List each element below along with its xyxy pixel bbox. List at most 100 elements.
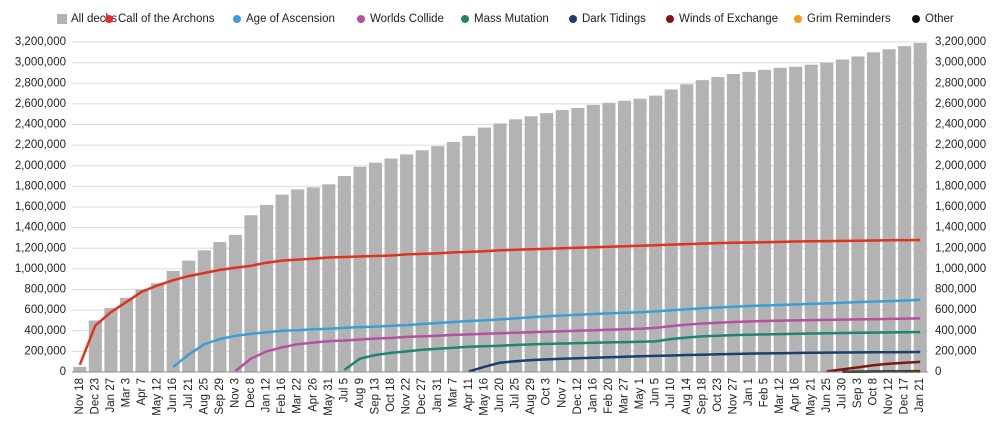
y-tick-label: 1,600,000 <box>15 201 66 213</box>
y2-tick-label: 0 <box>935 366 941 378</box>
bar <box>431 146 445 372</box>
legend-label: All decks <box>71 13 117 25</box>
x-tick-label: May 12 <box>152 378 164 416</box>
x-tick-label: Dec 27 <box>416 378 428 414</box>
x-tick-label: Jan 27 <box>105 378 117 413</box>
y-tick-label: 2,400,000 <box>15 119 66 131</box>
legend-label: Other <box>925 13 954 25</box>
x-tick-label: Jul 5 <box>338 378 350 402</box>
bar <box>73 366 87 372</box>
x-tick-label: May 21 <box>805 378 817 416</box>
bar <box>898 46 912 372</box>
legend-label: Worlds Collide <box>370 13 444 25</box>
x-tick-label: May 16 <box>478 378 490 416</box>
legend-label: Mass Mutation <box>474 13 549 25</box>
y2-tick-label: 1,200,000 <box>935 242 986 254</box>
bar <box>368 162 383 372</box>
x-tick-label: Apr 26 <box>307 378 319 412</box>
legend-marker <box>357 15 365 23</box>
bar <box>742 71 756 372</box>
bar <box>462 135 476 372</box>
bar <box>151 283 165 372</box>
bar <box>119 297 134 372</box>
x-tick-label: Dec 12 <box>572 378 584 414</box>
y-tick-label: 200,000 <box>24 345 66 357</box>
x-tick-label: Dec 17 <box>899 378 911 414</box>
line <box>343 330 921 371</box>
x-tick-label: Sep 29 <box>214 378 226 414</box>
bar <box>664 89 678 372</box>
line <box>234 317 921 372</box>
bar <box>493 123 507 372</box>
legend-marker <box>912 15 920 23</box>
x-tick-label: Mar 7 <box>447 378 459 407</box>
line <box>468 350 921 373</box>
y-tick-label: 2,000,000 <box>15 160 66 172</box>
x-tick-label: Apr 16 <box>790 378 802 412</box>
bar <box>384 158 398 372</box>
x-tick-label: Jul 25 <box>510 378 522 409</box>
line <box>826 360 921 373</box>
x-tick-label: Jul 30 <box>836 378 848 409</box>
legend-label: Dark Tidings <box>582 13 646 25</box>
x-tick-label: Oct 8 <box>868 378 880 405</box>
x-tick-label: Mar 3 <box>121 378 133 407</box>
bar <box>509 119 523 372</box>
y-tick-label: 1,200,000 <box>15 242 66 254</box>
x-tick-label: Sep 13 <box>370 378 382 414</box>
bar <box>913 43 927 372</box>
x-tick-label: Jun 5 <box>650 378 662 406</box>
y-tick-label: 1,000,000 <box>15 263 66 275</box>
x-tick-label: Jan 16 <box>587 378 599 413</box>
bar <box>415 150 429 372</box>
legend-swatch <box>57 14 67 24</box>
y-tick-label: 600,000 <box>24 304 66 316</box>
x-tick-label: Nov 12 <box>883 378 895 414</box>
x-tick-label: Nov 22 <box>401 378 413 414</box>
y2-tick-label: 2,200,000 <box>935 139 986 151</box>
bar <box>680 84 694 372</box>
x-tick-label: Mar 27 <box>619 378 631 414</box>
y2-tick-label: 1,600,000 <box>935 201 986 213</box>
y2-tick-label: 2,800,000 <box>935 77 986 89</box>
x-tick-label: Sep 18 <box>696 378 708 414</box>
bar <box>835 59 849 372</box>
line <box>78 238 921 366</box>
legend-marker <box>233 15 241 23</box>
x-tick-label: Mar 22 <box>292 378 304 414</box>
x-tick-label: Jul 10 <box>665 378 677 409</box>
bar <box>322 184 336 372</box>
legend-label: Winds of Exchange <box>679 13 778 25</box>
x-tick-label: Aug 9 <box>354 378 366 408</box>
y-tick-label: 2,800,000 <box>15 77 66 89</box>
bar <box>726 73 740 372</box>
x-tick-label: Aug 29 <box>525 378 537 414</box>
bar <box>275 194 289 372</box>
bar <box>135 289 149 372</box>
x-tick-label: Nov 7 <box>556 378 568 408</box>
y2-tick-label: 3,000,000 <box>935 57 986 69</box>
y2-tick-label: 400,000 <box>935 325 977 337</box>
bar <box>602 102 616 372</box>
x-tick-label: Jan 31 <box>432 378 444 413</box>
bar <box>617 100 632 372</box>
bar <box>182 260 196 372</box>
x-tick-label: Mar 12 <box>774 378 786 414</box>
x-tick-label: Nov 27 <box>727 378 739 414</box>
bar <box>820 62 834 372</box>
bar <box>773 67 787 372</box>
x-tick-label: Aug 25 <box>198 378 210 414</box>
x-tick-label: Sep 3 <box>852 378 864 408</box>
legend-marker <box>569 15 577 23</box>
x-tick-label: Oct 18 <box>385 378 397 412</box>
x-tick-label: Apr 11 <box>463 378 475 411</box>
bar <box>477 127 491 372</box>
y2-tick-label: 800,000 <box>935 284 977 296</box>
bar <box>337 176 351 372</box>
x-tick-label: Jan 21 <box>914 378 926 413</box>
legend-marker <box>794 15 802 23</box>
bar <box>540 113 554 372</box>
x-tick-label: Jun 20 <box>494 378 506 413</box>
legend-marker <box>105 15 113 23</box>
bar <box>695 80 709 372</box>
